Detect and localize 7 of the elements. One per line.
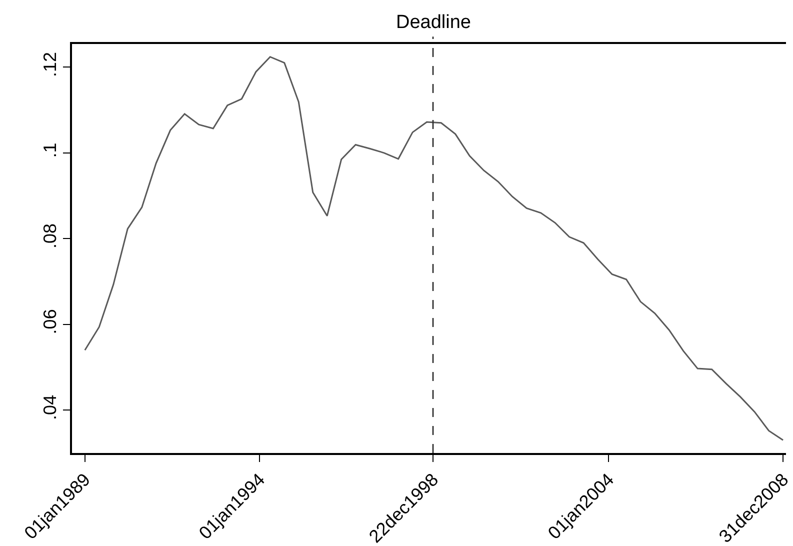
- y-tick-label: .08: [40, 223, 60, 248]
- y-tick-label: .1: [40, 142, 60, 158]
- y-tick-label: .04: [40, 394, 60, 420]
- line-series: [84, 56, 784, 441]
- y-tick-label: .06: [40, 309, 60, 334]
- y-tick-label: .12: [40, 52, 60, 77]
- ref-line-label: Deadline: [396, 12, 471, 33]
